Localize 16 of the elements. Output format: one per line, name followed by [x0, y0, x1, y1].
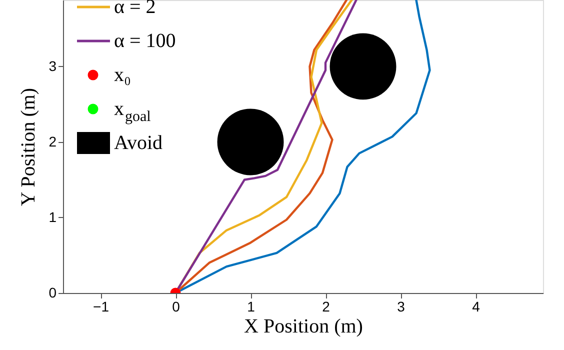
x-tick-label: 4	[472, 298, 480, 314]
x-tick-label: 1	[247, 298, 256, 314]
x-tick-label: −1	[93, 298, 110, 314]
x-tick-label: 3	[397, 298, 406, 314]
legend-label: x₀	[114, 64, 131, 86]
x-tick-label: 2	[322, 298, 330, 314]
y-axis-title: Y Position (m)	[18, 88, 40, 206]
y-tick-label: 2	[48, 133, 57, 150]
y-tick-label: 1	[48, 208, 57, 225]
y-tick-label: 0	[48, 284, 57, 300]
legend-label: Avoid	[114, 132, 163, 154]
x-axis-title: X Position (m)	[244, 316, 363, 338]
legend-label: α = 2	[114, 0, 156, 18]
x-tick-label: 0	[172, 298, 180, 314]
legend-label: α = 100	[114, 30, 176, 52]
y-tick-label: 3	[48, 58, 57, 74]
